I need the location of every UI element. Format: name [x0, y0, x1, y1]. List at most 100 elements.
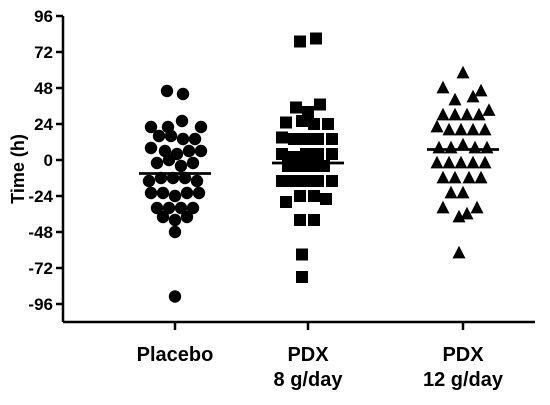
- data-point-circle: [156, 210, 170, 224]
- data-point-circle: [174, 201, 188, 215]
- data-point-triangle: [452, 245, 466, 259]
- data-point-circle: [188, 132, 202, 146]
- data-point-circle: [192, 186, 206, 200]
- data-point-square: [296, 248, 308, 261]
- data-point-square: [294, 35, 306, 48]
- data-point-triangle: [460, 107, 474, 121]
- x-tick-label: Placebo: [137, 344, 214, 366]
- data-point-circle: [176, 132, 190, 146]
- data-point-circle: [180, 186, 194, 200]
- data-point-circle: [150, 156, 164, 170]
- data-point-triangle: [466, 122, 480, 136]
- data-point-square: [276, 148, 288, 160]
- data-point-triangle: [436, 80, 450, 94]
- data-point-circle: [182, 144, 196, 158]
- data-point-triangle: [454, 155, 468, 169]
- data-point-square: [276, 175, 288, 187]
- data-point-triangle: [436, 200, 450, 214]
- y-axis-title: Time (h): [8, 134, 28, 204]
- data-point-triangle: [436, 107, 450, 121]
- data-point-circle: [168, 290, 182, 303]
- data-point-circle: [186, 201, 200, 215]
- data-point-square: [320, 193, 332, 205]
- data-point-circle: [164, 129, 178, 143]
- data-point-triangle: [460, 206, 474, 220]
- axes: [56, 14, 535, 330]
- data-point-triangle: [478, 155, 492, 169]
- data-point-square: [312, 175, 324, 187]
- data-point-square: [288, 175, 300, 187]
- data-point-circle: [150, 201, 164, 215]
- data-point-square: [280, 116, 292, 129]
- data-point-circle: [168, 213, 182, 227]
- data-point-triangle: [482, 103, 496, 116]
- data-point-circle: [156, 186, 170, 200]
- data-point-triangle: [448, 92, 462, 106]
- data-point-triangle: [432, 140, 446, 154]
- data-point-triangle: [472, 107, 486, 121]
- y-tick-label: -24: [28, 187, 53, 206]
- data-point-triangle: [480, 140, 494, 154]
- data-point-triangle: [456, 137, 470, 151]
- data-point-square: [326, 133, 338, 145]
- data-point-triangle: [436, 170, 450, 184]
- y-tick-label: 0: [44, 151, 53, 170]
- data-point-circle: [162, 153, 176, 167]
- data-point-triangle: [430, 119, 444, 133]
- x-tick-label: 8 g/day: [274, 369, 344, 391]
- data-point-triangle: [442, 122, 456, 136]
- data-point-circle: [194, 144, 208, 158]
- y-tick-label: 96: [34, 7, 53, 26]
- data-point-square: [294, 214, 306, 226]
- data-point-square: [280, 196, 292, 208]
- data-point-circle: [152, 129, 166, 143]
- data-point-triangle: [466, 155, 480, 169]
- data-point-triangle: [454, 122, 468, 136]
- data-point-square: [296, 271, 308, 283]
- x-tick-label: 12 g/day: [423, 369, 504, 391]
- data-point-square: [290, 101, 302, 114]
- data-point-square: [288, 133, 300, 145]
- data-point-triangle: [456, 185, 470, 199]
- data-point-circle: [168, 189, 182, 203]
- data-point-triangle: [430, 155, 444, 169]
- data-point-triangle: [474, 83, 488, 97]
- data-point-square: [300, 133, 312, 145]
- data-point-triangle: [456, 65, 470, 79]
- data-point-square: [300, 148, 312, 160]
- data-point-triangle: [448, 170, 462, 184]
- data-point-circle: [190, 174, 204, 188]
- data-point-triangle: [448, 107, 462, 121]
- data-point-square: [310, 32, 322, 45]
- data-point-circle: [142, 174, 156, 188]
- data-point-triangle: [444, 185, 458, 199]
- data-point-circle: [144, 186, 158, 200]
- data-point-circle: [174, 159, 188, 173]
- data-point-circle: [186, 156, 200, 170]
- data-point-circle: [160, 84, 174, 98]
- x-tick-label: PDX: [442, 344, 484, 366]
- data-point-circle: [176, 87, 190, 101]
- median-lines: [139, 148, 499, 175]
- data-point-square: [296, 115, 308, 127]
- data-point-triangle: [468, 140, 482, 154]
- data-point-square: [308, 190, 320, 202]
- data-point-square: [326, 148, 338, 160]
- data-point-circle: [180, 210, 194, 224]
- x-tick-label: PDX: [287, 344, 329, 366]
- data-point-square: [312, 148, 324, 160]
- data-point-triangle: [470, 200, 484, 214]
- data-point-square: [294, 190, 306, 202]
- axis-labels: 96 72 48 24 0 -24 -48 -72 -96 Placebo PDX 8 g/day PD…: [8, 7, 504, 391]
- data-point-square: [300, 175, 312, 187]
- data-point-triangle: [444, 140, 458, 154]
- data-point-circle: [144, 120, 158, 134]
- data-points: [142, 32, 496, 303]
- y-tick-label: 48: [34, 79, 53, 98]
- data-point-circle: [162, 201, 176, 215]
- data-point-square: [308, 214, 320, 226]
- data-point-square: [312, 133, 324, 145]
- data-point-triangle: [442, 155, 456, 169]
